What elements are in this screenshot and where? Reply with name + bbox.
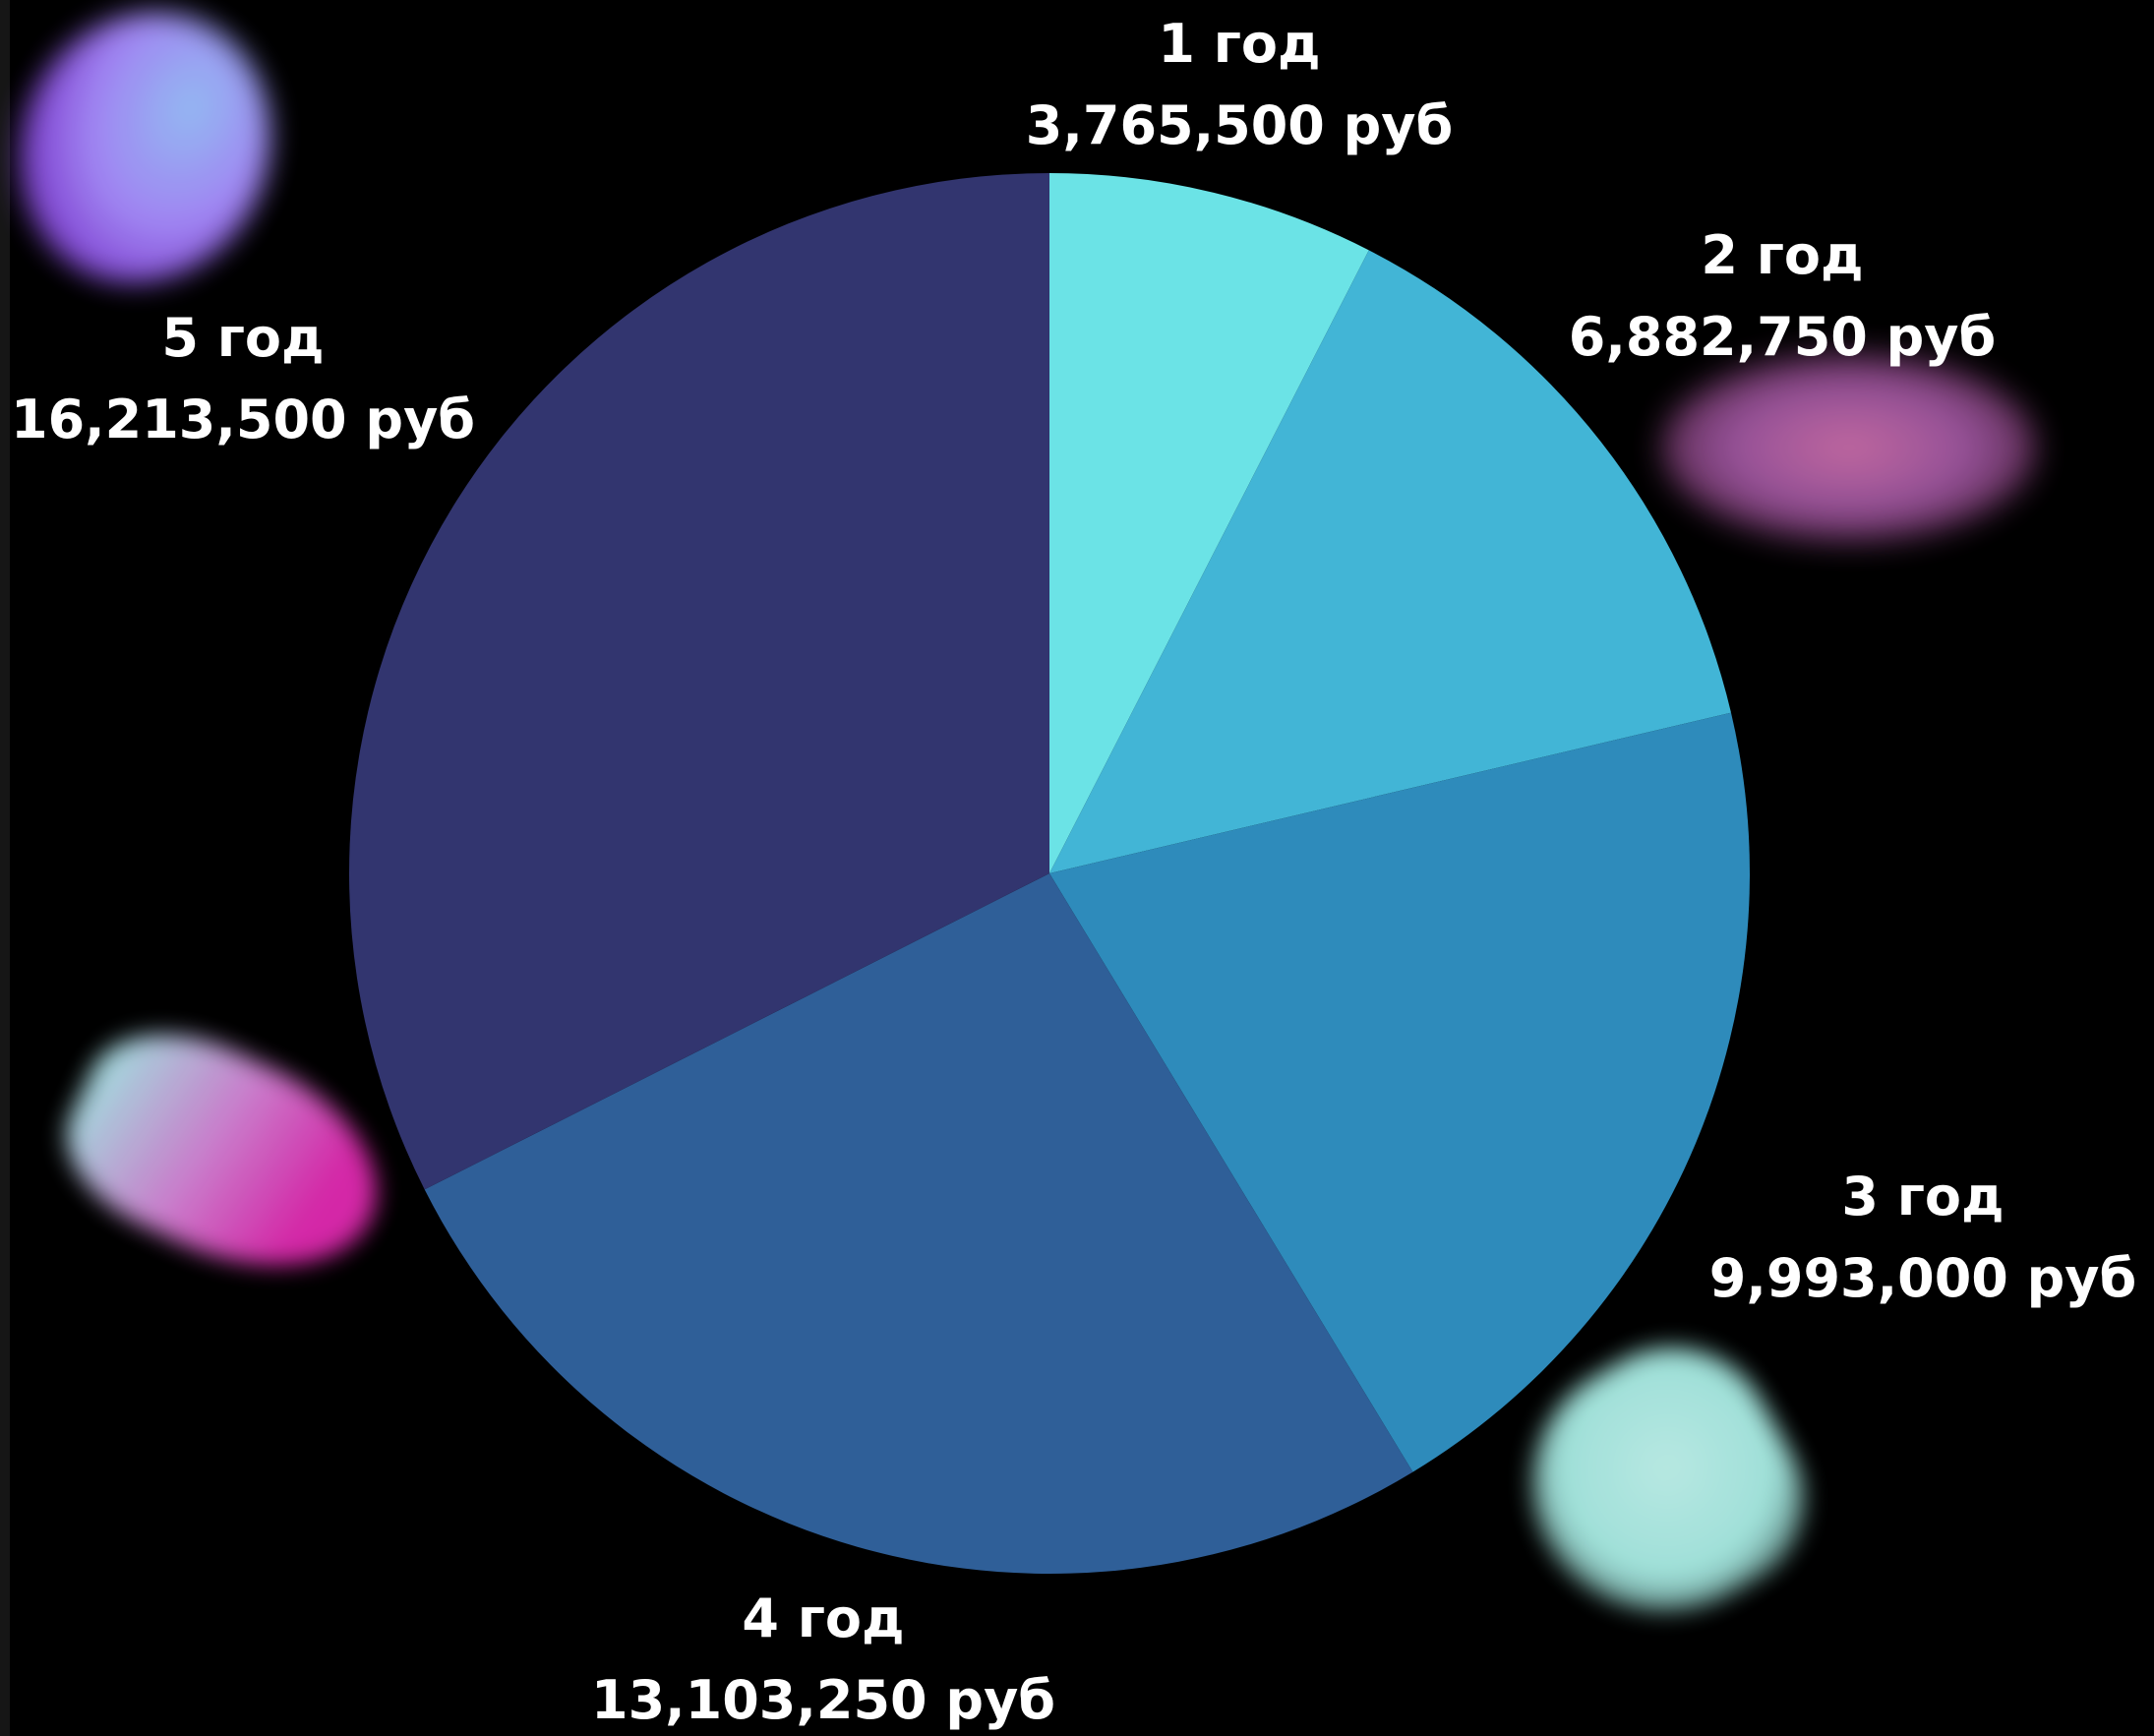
pie-slice-2	[1049, 250, 1731, 874]
slice-category-label: 3 год	[1841, 1166, 2004, 1227]
slice-value-label: 6,882,750 руб	[1569, 306, 1996, 368]
pie-slice-3	[1049, 712, 1750, 1472]
pie-slice-4	[424, 873, 1413, 1575]
slice-value-label: 3,765,500 руб	[1026, 94, 1453, 156]
slice-value-label: 16,213,500 руб	[11, 389, 475, 450]
pie-labels: 1 год 3,765,500 руб 2 год 6,882,750 руб 3 го…	[11, 13, 2136, 1731]
slice-value-label: 13,103,250 руб	[591, 1669, 1055, 1731]
slice-category-label: 4 год	[742, 1587, 904, 1649]
slice-category-label: 5 год	[161, 307, 324, 369]
slice-category-label: 2 год	[1701, 224, 1863, 286]
decorative-blob-right	[1662, 354, 2036, 541]
pie-slice-1	[1049, 173, 1369, 873]
pie-slices	[349, 173, 1750, 1575]
slice-category-label: 1 год	[1158, 13, 1320, 75]
pie-slice-5	[349, 173, 1050, 1190]
slice-value-label: 9,993,000 руб	[1709, 1247, 2136, 1309]
